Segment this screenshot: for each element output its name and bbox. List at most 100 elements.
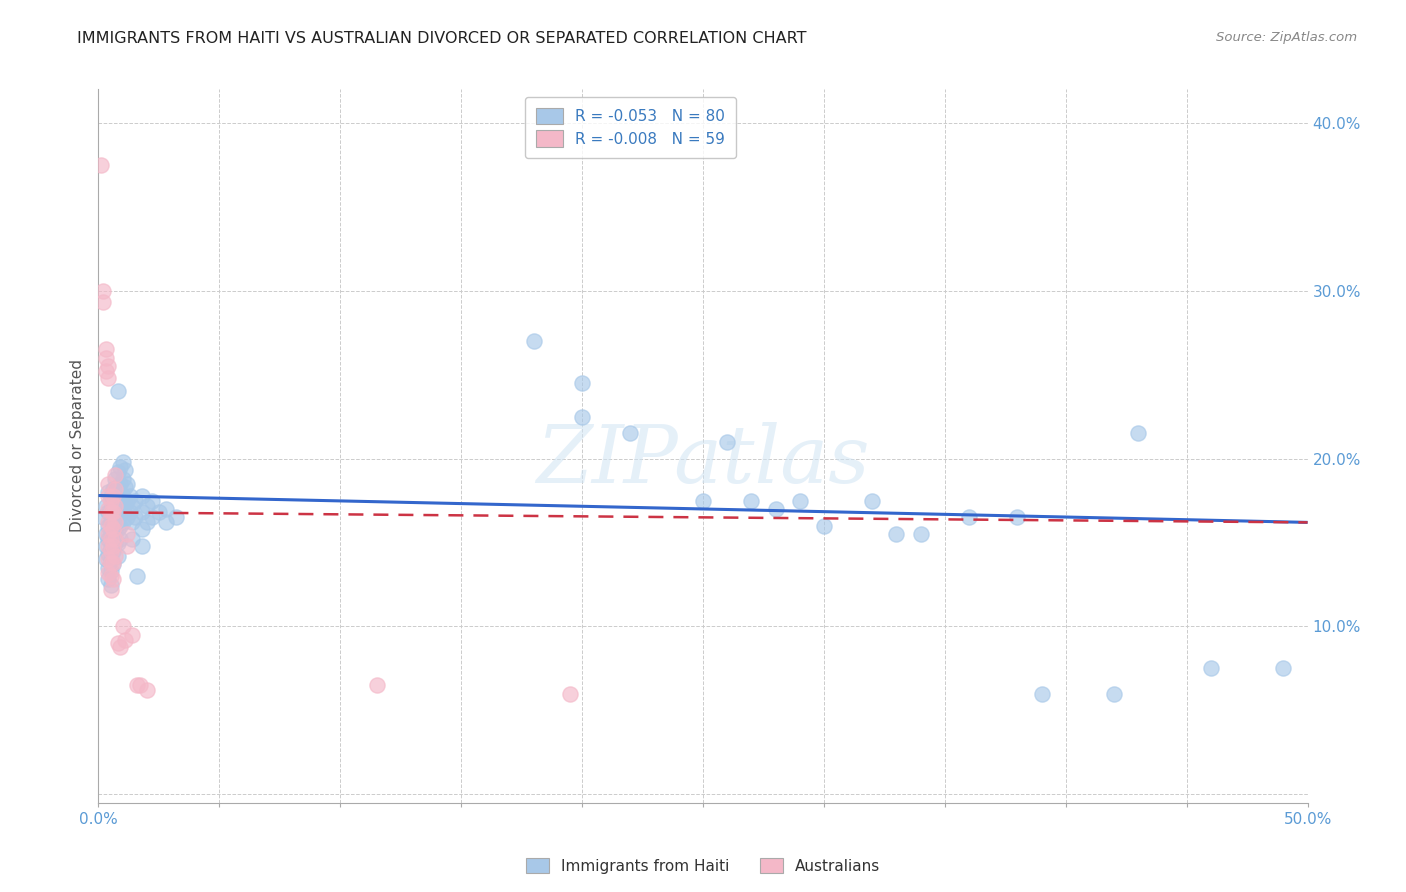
Point — [100, 544, 122, 558]
Point — [111, 489, 134, 503]
Point — [124, 510, 146, 524]
Point — [97, 516, 120, 530]
Point — [135, 516, 157, 530]
Point — [108, 532, 131, 546]
Point — [100, 569, 122, 583]
Point — [121, 499, 143, 513]
Point — [94, 552, 117, 566]
Point — [135, 499, 157, 513]
Point — [121, 532, 143, 546]
Point — [97, 485, 120, 500]
Point — [97, 527, 120, 541]
Point — [107, 384, 129, 399]
Point — [100, 539, 122, 553]
Point — [101, 493, 124, 508]
Point — [740, 493, 762, 508]
Point — [97, 573, 120, 587]
Point — [94, 527, 117, 541]
Point — [108, 476, 131, 491]
Point — [131, 505, 153, 519]
Point — [1031, 687, 1053, 701]
Point — [100, 552, 122, 566]
Point — [117, 539, 139, 553]
Point — [108, 640, 131, 654]
Point — [114, 463, 136, 477]
Point — [97, 547, 120, 561]
Point — [100, 518, 122, 533]
Point — [118, 489, 141, 503]
Point — [97, 560, 120, 574]
Point — [100, 502, 122, 516]
Point — [100, 505, 122, 519]
Point — [121, 516, 143, 530]
Point — [117, 476, 139, 491]
Point — [111, 455, 134, 469]
Point — [910, 527, 932, 541]
Point — [94, 351, 117, 365]
Point — [101, 505, 124, 519]
Point — [97, 566, 120, 580]
Point — [118, 505, 141, 519]
Point — [117, 510, 139, 524]
Point — [107, 636, 129, 650]
Point — [860, 493, 883, 508]
Point — [165, 510, 187, 524]
Point — [97, 371, 120, 385]
Point — [155, 516, 177, 530]
Point — [100, 493, 122, 508]
Point — [104, 468, 127, 483]
Point — [131, 539, 153, 553]
Point — [91, 295, 114, 310]
Point — [111, 619, 134, 633]
Point — [97, 476, 120, 491]
Point — [100, 556, 122, 570]
Point — [104, 549, 127, 563]
Point — [813, 518, 835, 533]
Point — [104, 499, 127, 513]
Point — [101, 532, 124, 546]
Point — [100, 532, 122, 546]
Point — [108, 460, 131, 475]
Point — [100, 582, 122, 597]
Point — [94, 499, 117, 513]
Point — [101, 539, 124, 553]
Point — [101, 544, 124, 558]
Point — [127, 569, 149, 583]
Point — [117, 493, 139, 508]
Text: IMMIGRANTS FROM HAITI VS AUSTRALIAN DIVORCED OR SEPARATED CORRELATION CHART: IMMIGRANTS FROM HAITI VS AUSTRALIAN DIVO… — [77, 31, 807, 46]
Point — [97, 552, 120, 566]
Point — [108, 518, 131, 533]
Point — [104, 532, 127, 546]
Point — [111, 516, 134, 530]
Point — [114, 632, 136, 647]
Point — [558, 687, 581, 701]
Point — [100, 527, 122, 541]
Point — [94, 343, 117, 357]
Point — [100, 564, 122, 578]
Point — [97, 532, 120, 546]
Point — [107, 505, 129, 519]
Point — [716, 434, 738, 449]
Text: Source: ZipAtlas.com: Source: ZipAtlas.com — [1216, 31, 1357, 45]
Point — [124, 493, 146, 508]
Point — [523, 334, 546, 348]
Point — [104, 524, 127, 538]
Point — [117, 527, 139, 541]
Legend: R = -0.053   N = 80, R = -0.008   N = 59: R = -0.053 N = 80, R = -0.008 N = 59 — [524, 97, 735, 158]
Point — [100, 516, 122, 530]
Point — [619, 426, 641, 441]
Point — [101, 482, 124, 496]
Point — [97, 505, 120, 519]
Point — [101, 522, 124, 536]
Point — [97, 502, 120, 516]
Point — [111, 472, 134, 486]
Point — [571, 376, 593, 390]
Point — [101, 518, 124, 533]
Point — [104, 499, 127, 513]
Point — [571, 409, 593, 424]
Point — [108, 505, 131, 519]
Point — [108, 490, 131, 504]
Point — [104, 516, 127, 530]
Point — [104, 485, 127, 500]
Point — [101, 573, 124, 587]
